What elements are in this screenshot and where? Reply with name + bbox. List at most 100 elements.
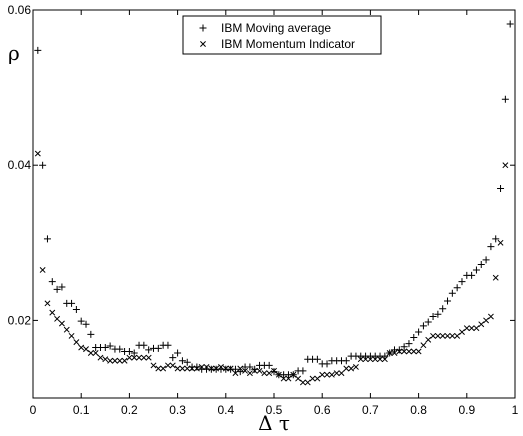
momentum-indicator-point [63, 326, 70, 333]
momentum-indicator-point [92, 350, 99, 356]
moving-average-point [53, 285, 61, 293]
x-tick-label: 0.7 [362, 403, 379, 417]
momentum-indicator-point [420, 342, 427, 349]
momentum-indicator-point [155, 365, 162, 372]
moving-average-point [58, 283, 66, 291]
moving-average-point [39, 161, 47, 169]
moving-average-point [48, 278, 56, 286]
momentum-indicator-point [203, 364, 210, 370]
moving-average-point [72, 306, 80, 314]
momentum-indicator-point [58, 320, 65, 327]
plot-area [32, 9, 516, 399]
moving-average-point [174, 349, 182, 357]
momentum-indicator-point [295, 375, 302, 382]
momentum-indicator-point [396, 348, 403, 355]
moving-average-point [77, 317, 85, 325]
x-axis-ticks: 0 0.1 0.2 0.3 0.4 0.5 0.6 0.7 0.8 0.9 1 [30, 10, 519, 417]
legend-box [182, 15, 382, 55]
momentum-indicator-point [68, 332, 75, 339]
x-tick-label: 0.5 [266, 403, 283, 417]
legend-plus-symbol [199, 24, 207, 32]
momentum-indicator-point [266, 370, 273, 377]
momentum-indicator-point [391, 350, 398, 356]
momentum-indicator-point [377, 356, 383, 363]
momentum-indicator-point [468, 325, 475, 332]
momentum-indicator-point [454, 332, 461, 339]
momentum-indicator-point [304, 379, 311, 386]
x-tick-label: 0 [30, 403, 37, 417]
momentum-indicator-point [44, 300, 51, 307]
legend-label-momentum-indicator: IBM Momentum Indicator [221, 37, 355, 51]
moving-average-point [410, 333, 418, 341]
momentum-indicator-point [107, 357, 114, 364]
moving-average-point [477, 261, 485, 269]
momentum-indicator-point [502, 162, 509, 169]
momentum-indicator-point [449, 332, 456, 339]
momentum-indicator-point [362, 356, 369, 363]
moving-average-point [497, 184, 505, 192]
moving-average-point [415, 328, 423, 336]
moving-average-point [193, 363, 201, 371]
moving-average-point [395, 346, 403, 354]
moving-average-point [405, 340, 413, 348]
momentum-indicator-point [372, 356, 379, 363]
momentum-indicator-point [242, 367, 249, 374]
momentum-indicator-point [497, 239, 504, 246]
moving-average-point [472, 266, 480, 274]
moving-average-point [68, 299, 76, 307]
moving-average-point [381, 352, 389, 360]
moving-average-point [125, 347, 133, 355]
momentum-indicator-point [338, 370, 345, 377]
momentum-indicator-point [487, 313, 494, 320]
moving-average-point [501, 95, 509, 103]
momentum-indicator-point [280, 375, 287, 382]
moving-average-point [183, 358, 191, 366]
momentum-indicator-point [415, 348, 422, 355]
momentum-indicator-point [492, 274, 499, 281]
moving-average-point [178, 357, 186, 365]
moving-average-point [453, 284, 461, 292]
momentum-indicator-point [87, 350, 94, 356]
momentum-indicator-point [430, 332, 437, 339]
moving-average-point [468, 271, 476, 279]
momentum-indicator-point [237, 365, 244, 372]
moving-average-point [265, 361, 273, 369]
momentum-indicator-point [227, 365, 234, 372]
momentum-indicator-point [121, 357, 128, 364]
moving-average-point [424, 318, 432, 326]
moving-average-point [82, 320, 90, 328]
momentum-indicator-point [386, 350, 393, 356]
x-tick-label: 0.6 [314, 403, 331, 417]
momentum-indicator-point [208, 365, 215, 372]
momentum-indicator-point [314, 375, 321, 382]
momentum-indicator-point [256, 367, 263, 374]
momentum-indicator-point [299, 379, 306, 386]
moving-average-point [487, 243, 495, 251]
momentum-indicator-point [319, 371, 326, 378]
moving-average-point [448, 289, 456, 297]
momentum-indicator-point [111, 357, 118, 364]
momentum-indicator-point [271, 367, 277, 374]
momentum-indicator-point [463, 325, 470, 332]
momentum-indicator-point [406, 348, 412, 355]
moving-average-point [34, 46, 42, 54]
moving-average-point [87, 330, 95, 338]
moving-average-point [400, 343, 408, 351]
moving-average-point [299, 367, 307, 375]
momentum-indicator-point [251, 367, 258, 374]
momentum-indicator-point [174, 365, 181, 372]
x-tick-label: 0.4 [217, 403, 234, 417]
momentum-indicator-point [478, 321, 485, 328]
legend-plus-marker [199, 24, 207, 32]
x-tick-label: 0.8 [410, 403, 427, 417]
momentum-indicator-point [218, 364, 224, 370]
x-tick-label: 0.2 [121, 403, 138, 417]
moving-average-point [439, 305, 447, 313]
y-tick-label: 0.04 [8, 158, 32, 172]
momentum-indicator-point [459, 329, 465, 335]
momentum-indicator-point [179, 365, 186, 372]
momentum-indicator-point [357, 356, 364, 363]
momentum-indicator-point [39, 267, 46, 273]
y-axis-label: ρ [8, 41, 20, 65]
